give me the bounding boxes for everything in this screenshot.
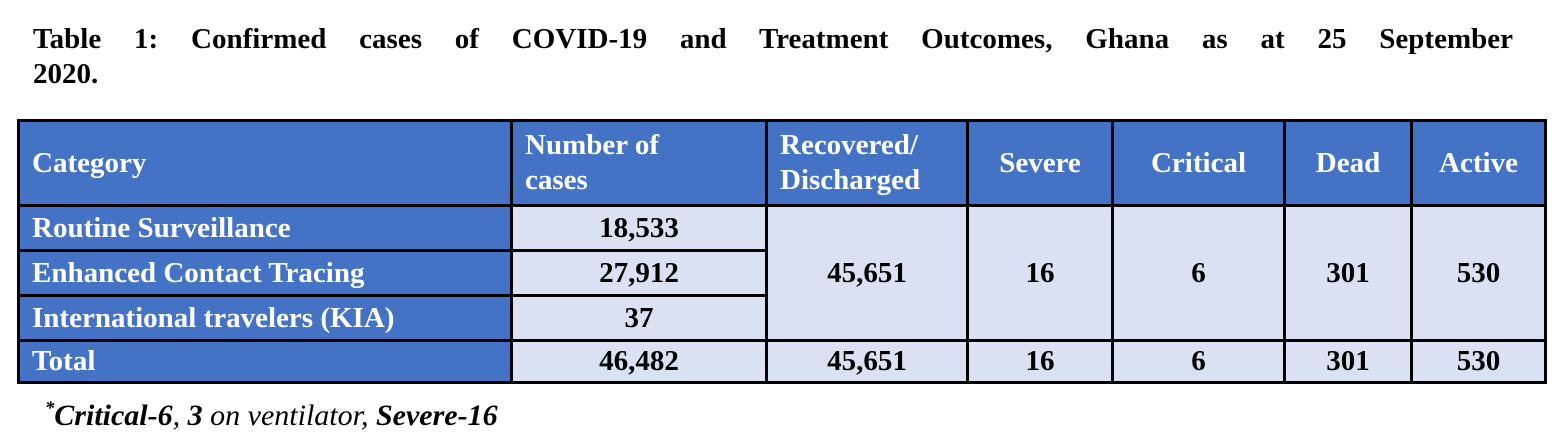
merged-recovered-discharged-cell: 45,651 — [765, 204, 969, 342]
row-international-travelers: International travelers (KIA) 37 — [17, 294, 1546, 342]
header-dead: Dead — [1283, 119, 1413, 207]
total-recovered-discharged-cell: 45,651 — [765, 339, 969, 384]
merged-dead-cell: 301 — [1283, 204, 1413, 342]
merged-severe-cell: 16 — [966, 204, 1114, 342]
header-category: Category — [17, 119, 513, 207]
footnote-segment: Severe-16 — [375, 399, 498, 432]
total-dead-cell: 301 — [1283, 339, 1413, 384]
merged-active-cell: 530 — [1410, 204, 1547, 342]
row-routine-surveillance: Routine Surveillance 18,533 45,651 16 6 … — [17, 204, 1547, 342]
category-cell: International travelers (KIA) — [17, 294, 513, 342]
footnote: *Critical-6, 3 on ventilator, Severe-16 — [45, 391, 1559, 434]
header-recovered-discharged: Recovered/ Discharged — [765, 119, 969, 207]
total-cases-cell: 46,482 — [510, 339, 768, 384]
footnote-segment: 3 — [187, 399, 203, 432]
total-critical-cell: 6 — [1111, 339, 1286, 384]
merged-critical-cell: 6 — [1111, 204, 1286, 342]
row-enhanced-contact-tracing: Enhanced Contact Tracing 27,912 — [17, 249, 1546, 297]
category-cell: Routine Surveillance — [17, 204, 513, 252]
cases-cell: 18,533 — [510, 204, 768, 252]
total-severe-cell: 16 — [966, 339, 1114, 384]
cases-cell: 37 — [510, 294, 768, 342]
caption-line-1: Table 1: Confirmed cases of COVID-19 and… — [33, 23, 1513, 55]
category-cell: Enhanced Contact Tracing — [17, 249, 513, 297]
header-number-of-cases: Number of cases — [510, 119, 768, 207]
footnote-segment: Critical-6 — [54, 399, 173, 432]
row-total: Total 46,482 45,651 16 6 301 530 — [17, 339, 1547, 384]
total-active-cell: 530 — [1410, 339, 1547, 384]
caption-line-2: 2020. — [33, 58, 99, 90]
footnote-text: Critical-6, 3 on ventilator, Severe-16 — [54, 399, 497, 432]
footnote-segment: , — [172, 399, 188, 432]
header-critical: Critical — [1111, 119, 1286, 207]
footnote-segment: on ventilator, — [202, 399, 376, 432]
total-label-cell: Total — [17, 339, 513, 384]
header-severe: Severe — [966, 119, 1114, 207]
page: Table 1: Confirmed cases of COVID-19 and… — [0, 22, 1559, 445]
header-row: Category Number of cases Recovered/ Disc… — [17, 119, 1547, 207]
footnote-asterisk-marker: * — [45, 398, 55, 419]
table-caption: Table 1: Confirmed cases of COVID-19 and… — [33, 22, 1513, 92]
cases-cell: 27,912 — [510, 249, 768, 297]
header-active: Active — [1410, 119, 1547, 207]
covid-outcomes-table: Category Number of cases Recovered/ Disc… — [17, 119, 1547, 384]
